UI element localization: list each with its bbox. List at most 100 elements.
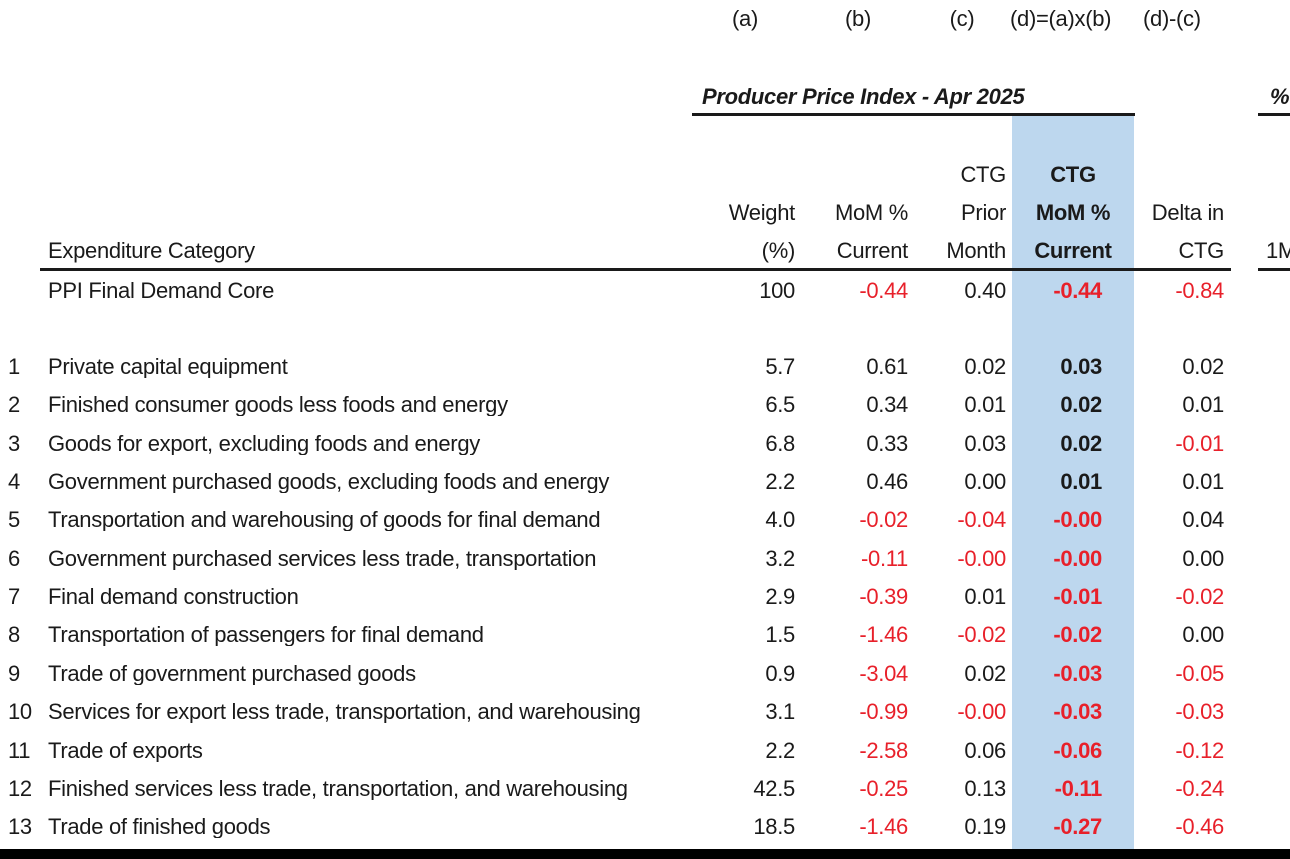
- row-delta: -0.02: [1175, 584, 1224, 609]
- row-delta: -0.24: [1175, 776, 1224, 801]
- row-ctg-prior: -0.00: [957, 546, 1006, 571]
- header-ctg-prior-line1: CTG: [960, 162, 1006, 187]
- header-ctg-mom-line2: MoM %: [1035, 200, 1111, 225]
- bottom-bar: [0, 849, 1290, 859]
- row-ctg-prior: -0.04: [957, 507, 1006, 532]
- row-ctg-prior: -0.02: [957, 622, 1006, 647]
- header-weight-line1: Weight: [728, 200, 796, 225]
- row-mom: -0.25: [859, 776, 908, 801]
- row-weight: 0.9: [765, 661, 795, 686]
- row-label: Private capital equipment: [48, 356, 288, 378]
- row-weight: 4.0: [765, 507, 795, 532]
- row-delta: -0.12: [1175, 738, 1224, 763]
- row-mom: 0.34: [866, 392, 908, 417]
- row-label: Final demand construction: [48, 586, 299, 608]
- row-ctg-prior: 0.02: [964, 354, 1006, 379]
- header-rule: [40, 268, 1231, 271]
- col-letter-b: (b): [845, 6, 871, 31]
- row-label: Goods for export, excluding foods and en…: [48, 433, 480, 455]
- row-weight: 2.9: [765, 584, 795, 609]
- row-delta: 0.00: [1182, 622, 1224, 647]
- row-mom: -0.99: [859, 699, 908, 724]
- header-weight-line2: (%): [761, 238, 796, 263]
- next-section-fragment: %: [1270, 84, 1290, 109]
- col-letter-d: (d)=(a)x(b): [1010, 6, 1112, 31]
- row-mom: -3.04: [859, 661, 908, 686]
- row-number: 12: [8, 776, 32, 801]
- row-ctg-mom: -0.11: [1054, 776, 1103, 801]
- row-ctg-prior: 0.03: [964, 431, 1006, 456]
- row-ctg-prior: 0.02: [964, 661, 1006, 686]
- header-delta-line2: CTG: [1178, 238, 1224, 263]
- row-mom: -0.02: [859, 507, 908, 532]
- row-label: Finished consumer goods less foods and e…: [48, 394, 508, 416]
- summary-ctg-mom: -0.44: [1053, 278, 1102, 303]
- row-mom: 0.33: [866, 431, 908, 456]
- header-expenditure-category: Expenditure Category: [48, 238, 255, 263]
- row-weight: 5.7: [765, 354, 795, 379]
- row-label: Trade of government purchased goods: [48, 663, 416, 685]
- row-weight: 2.2: [765, 738, 795, 763]
- row-ctg-prior: 0.13: [964, 776, 1006, 801]
- header-ctg-mom-line3: Current: [1034, 238, 1112, 263]
- row-delta: 0.02: [1182, 354, 1224, 379]
- row-number: 5: [8, 507, 20, 532]
- row-number: 10: [8, 699, 32, 724]
- summary-weight: 100: [759, 278, 795, 303]
- row-ctg-mom: -0.03: [1053, 661, 1102, 686]
- row-weight: 1.5: [765, 622, 795, 647]
- row-ctg-mom: 0.02: [1060, 392, 1102, 417]
- row-mom: -0.11: [860, 546, 908, 571]
- row-ctg-mom: -0.00: [1053, 507, 1102, 532]
- row-ctg-mom: -0.06: [1053, 738, 1102, 763]
- summary-mom: -0.44: [859, 278, 908, 303]
- ctg-mom-column-highlight: [1012, 114, 1134, 849]
- row-ctg-mom: -0.01: [1053, 584, 1102, 609]
- row-weight: 3.2: [765, 546, 795, 571]
- header-delta-line1: Delta in: [1151, 200, 1225, 225]
- row-ctg-prior: 0.19: [964, 814, 1006, 839]
- row-number: 9: [8, 661, 20, 686]
- row-label: Government purchased goods, excluding fo…: [48, 471, 610, 493]
- row-number: 2: [8, 392, 20, 417]
- header-mom-line2: Current: [836, 238, 909, 263]
- row-number: 4: [8, 469, 20, 494]
- row-ctg-mom: -0.02: [1053, 622, 1102, 647]
- row-number: 7: [8, 584, 20, 609]
- header-ctg-prior-line2: Prior: [961, 200, 1006, 225]
- header-ctg-prior-line3: Month: [946, 238, 1006, 263]
- row-label: Transportation and warehousing of goods …: [48, 509, 601, 531]
- row-weight: 6.5: [765, 392, 795, 417]
- next-section-underline: [1258, 113, 1290, 116]
- row-mom: 0.61: [866, 354, 908, 379]
- row-weight: 6.8: [765, 431, 795, 456]
- row-label: Trade of finished goods: [48, 816, 271, 838]
- row-weight: 3.1: [765, 699, 795, 724]
- row-ctg-mom: -0.27: [1053, 814, 1102, 839]
- row-delta: -0.46: [1175, 814, 1224, 839]
- row-number: 3: [8, 431, 20, 456]
- col-letter-d-minus-c: (d)-(c): [1143, 6, 1201, 31]
- row-ctg-mom: 0.03: [1060, 354, 1102, 379]
- row-delta: 0.01: [1182, 392, 1224, 417]
- row-ctg-mom: -0.00: [1053, 546, 1102, 571]
- header-mom-line1: MoM %: [834, 200, 908, 225]
- row-delta: 0.04: [1182, 507, 1224, 532]
- header-ctg-mom-line1: CTG: [1050, 162, 1096, 187]
- summary-label: PPI Final Demand Core: [48, 278, 275, 303]
- row-ctg-mom: -0.03: [1053, 699, 1102, 724]
- row-weight: 42.5: [753, 776, 795, 801]
- row-ctg-prior: 0.01: [964, 584, 1006, 609]
- row-delta: -0.01: [1175, 431, 1224, 456]
- row-number: 11: [8, 738, 31, 763]
- col-letter-a: (a): [732, 6, 758, 31]
- row-weight: 18.5: [753, 814, 795, 839]
- row-mom: -2.58: [859, 738, 908, 763]
- row-label: Trade of exports: [48, 740, 203, 762]
- row-label: Transportation of passengers for final d…: [48, 624, 484, 646]
- row-ctg-prior: 0.06: [964, 738, 1006, 763]
- section-title: Producer Price Index - Apr 2025: [702, 84, 1025, 109]
- row-number: 1: [8, 354, 20, 379]
- row-mom: -1.46: [859, 814, 908, 839]
- row-label: Government purchased services less trade…: [48, 548, 597, 570]
